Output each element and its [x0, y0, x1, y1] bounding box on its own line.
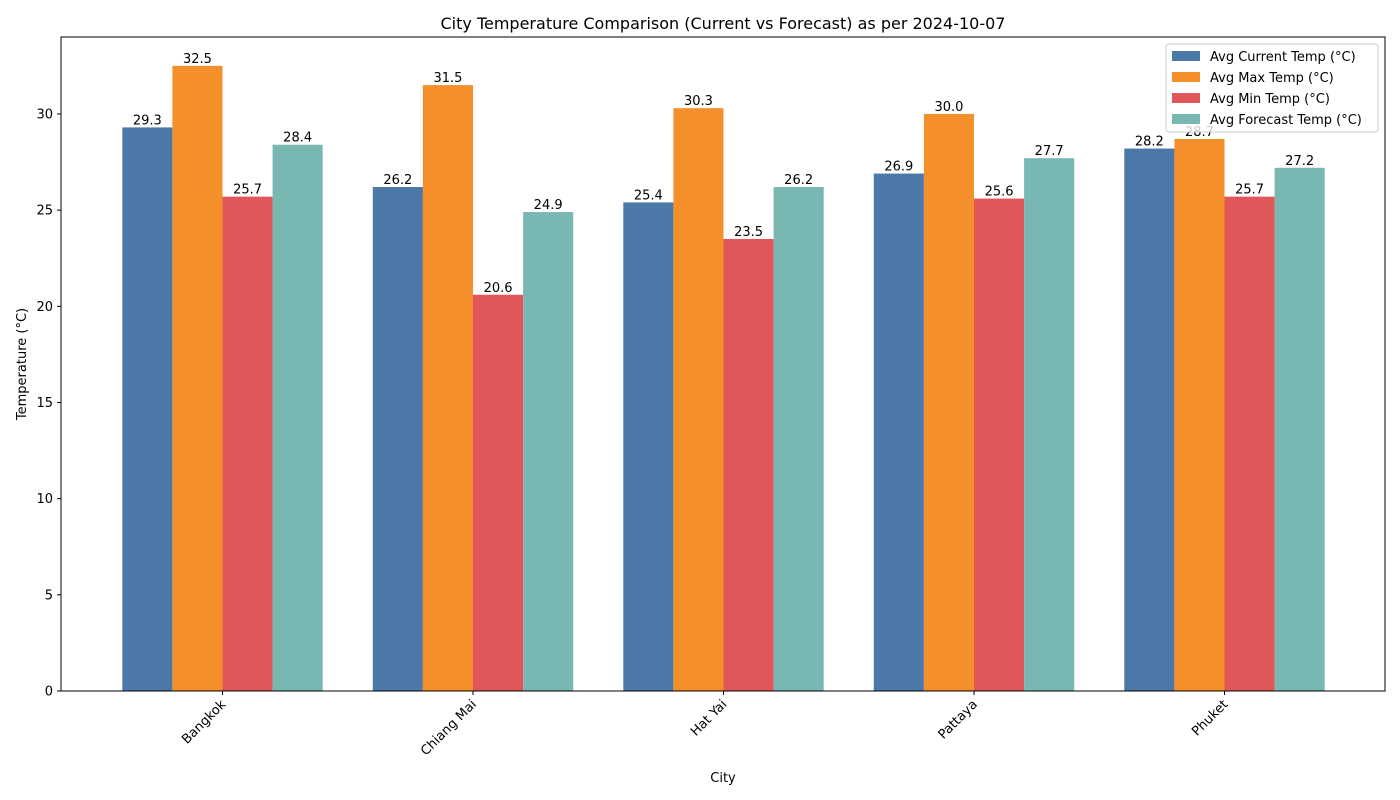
bar-value-label: 31.5	[433, 71, 462, 86]
legend-box	[1165, 43, 1379, 133]
x-axis: Bangkok Chiang Mai Hat Yai Pattaya Phuket	[179, 691, 1231, 759]
legend-swatch	[1172, 51, 1200, 61]
y-tick-label: 30	[36, 107, 53, 122]
bar-labels-group: 29.326.225.426.928.232.531.530.330.028.7…	[133, 52, 1314, 296]
x-tick-label: Chiang Mai	[418, 697, 480, 759]
bar-value-label: 26.2	[784, 173, 813, 188]
bar	[1174, 138, 1225, 691]
bar	[1024, 158, 1075, 691]
x-tick-label: Phuket	[1189, 697, 1231, 739]
bar-value-label: 20.6	[484, 281, 513, 296]
bar-value-label: 30.3	[684, 94, 713, 109]
x-tick-label: Bangkok	[179, 697, 229, 747]
bar	[172, 65, 223, 692]
legend-swatch	[1172, 114, 1200, 124]
bar-value-label: 28.4	[283, 131, 312, 146]
bar-value-label: 28.2	[1135, 135, 1164, 150]
y-tick-label: 0	[45, 685, 53, 700]
y-tick-label: 10	[36, 492, 53, 507]
bar-value-label: 25.7	[233, 183, 262, 198]
y-axis-label: Temperature (°C)	[15, 308, 30, 421]
bar	[923, 113, 974, 691]
bar-value-label: 26.9	[884, 160, 913, 175]
bar-value-label: 25.4	[634, 188, 663, 203]
bar	[1124, 148, 1175, 691]
legend-label: Avg Max Temp (°C)	[1210, 71, 1334, 86]
legend: Avg Current Temp (°C) Avg Max Temp (°C) Av…	[1165, 43, 1379, 133]
bar	[422, 85, 473, 692]
x-tick-label: Hat Yai	[688, 697, 730, 739]
legend-swatch	[1172, 72, 1200, 82]
bar-value-label: 23.5	[734, 225, 763, 240]
bar-value-label: 25.6	[985, 185, 1014, 200]
y-tick-label: 5	[45, 588, 53, 603]
bar-value-label: 29.3	[133, 113, 162, 128]
bar	[1224, 196, 1275, 691]
legend-swatch	[1172, 93, 1200, 103]
bar	[272, 144, 323, 692]
y-tick-label: 25	[36, 204, 53, 219]
x-tick-label: Pattaya	[936, 697, 981, 742]
bar-value-label: 30.0	[934, 100, 963, 115]
bar	[222, 196, 273, 691]
bar	[873, 173, 924, 691]
bar-value-label: 24.9	[534, 198, 563, 213]
bar	[473, 294, 524, 691]
bar	[523, 212, 574, 692]
bar-value-label: 32.5	[183, 52, 212, 67]
bar	[723, 238, 774, 691]
bar	[372, 187, 423, 692]
bar-value-label: 26.2	[383, 173, 412, 188]
y-axis: 0 5 10 15 20 25 30	[36, 107, 61, 700]
bar-value-label: 27.7	[1035, 144, 1064, 159]
x-axis-label: City	[710, 771, 736, 786]
bar	[974, 198, 1025, 691]
y-tick-label: 15	[36, 396, 53, 411]
y-tick-label: 20	[36, 300, 53, 315]
legend-label: Avg Min Temp (°C)	[1210, 92, 1330, 107]
bar	[773, 187, 824, 692]
bar-value-label: 25.7	[1235, 183, 1264, 198]
legend-label: Avg Current Temp (°C)	[1210, 50, 1356, 65]
bar	[673, 108, 724, 692]
chart-title: City Temperature Comparison (Current vs …	[441, 14, 1006, 33]
bars-group	[122, 65, 1325, 692]
legend-label: Avg Forecast Temp (°C)	[1210, 113, 1362, 128]
bar-value-label: 27.2	[1285, 154, 1314, 169]
bar	[122, 127, 173, 691]
bar	[1274, 167, 1325, 692]
bar	[623, 202, 674, 692]
